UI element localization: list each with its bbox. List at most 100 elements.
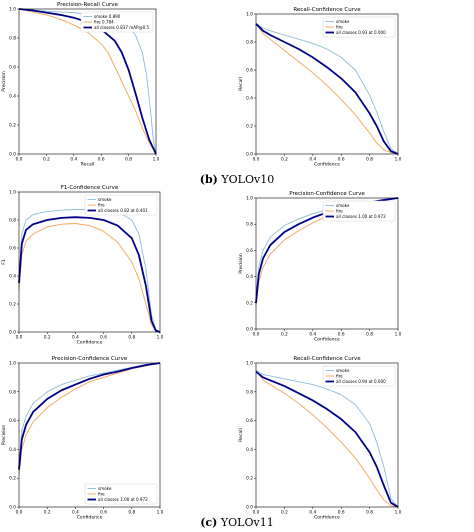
x-tick-label: 0.6 [338, 510, 345, 516]
legend-box [322, 200, 396, 222]
legend-label-fire: fire [336, 25, 343, 30]
legend-label-all: all classes 0.93 at 0.000 [336, 30, 386, 35]
x-tick-label: 0.0 [16, 510, 23, 516]
chart-title: Precision-Confidence Curve [52, 356, 128, 362]
y-tick-label: 0.8 [246, 222, 253, 228]
legend-label-smoke: smoke [98, 197, 112, 202]
x-tick-label: 0.0 [253, 332, 260, 338]
chart-panel-2: Recall-Confidence Curve 0.0 0.2 0.4 0.6 0.8 1.… [238, 7, 402, 168]
x-tick-label: 1.0 [157, 335, 164, 341]
plot-frame [18, 8, 157, 155]
x-axis-label: Recall [81, 162, 95, 168]
y-tick-label: 0.2 [246, 476, 253, 482]
y-tick-label: 0.0 [246, 505, 253, 511]
legend-label-all: all classes 1.00 at 0.972 [98, 497, 148, 502]
series-line-all [255, 370, 399, 508]
series-line-all [18, 8, 157, 155]
legend-box [84, 483, 158, 505]
legend-label-all: all classes 0.94 at 0.000 [336, 379, 386, 384]
legend-box [84, 194, 158, 216]
y-tick-label: 0.0 [246, 152, 253, 158]
y-tick-label: 1.0 [246, 12, 253, 18]
legend-label-all: all classes 0.837 mAP@0.5 [94, 25, 149, 30]
y-tick-label: 0.2 [9, 476, 16, 482]
x-tick-label: 0.4 [309, 510, 316, 516]
x-axis-label: Confidence [314, 162, 340, 168]
x-tick-label: 0.8 [366, 157, 373, 163]
legend-label-fire: fire [336, 374, 343, 379]
plot-frame [18, 191, 161, 333]
x-tick-label: 0.4 [309, 157, 316, 163]
x-tick-label: 0.8 [366, 510, 373, 516]
x-tick-label: 0.2 [281, 157, 288, 163]
y-tick-label: 0.4 [246, 447, 253, 453]
series-line-all [18, 362, 161, 470]
x-tick-label: 0.2 [281, 510, 288, 516]
x-tick-label: 0.2 [281, 332, 288, 338]
legend-label-smoke: smoke [98, 486, 112, 491]
series-line-fire [255, 23, 399, 155]
y-tick-label: 1.0 [246, 196, 253, 202]
x-tick-label: 0.6 [100, 335, 107, 341]
y-tick-label: 0.6 [9, 418, 16, 424]
x-tick-label: 0.4 [309, 332, 316, 338]
x-tick-label: 0.0 [253, 157, 260, 163]
legend-label-smoke: smoke [336, 203, 350, 208]
x-tick-label: 1.0 [395, 510, 402, 516]
y-tick-label: 0.6 [246, 68, 253, 74]
y-tick-label: 0.0 [9, 152, 16, 158]
chart-title: Recall-Confidence Curve [293, 356, 361, 362]
x-tick-label: 0.2 [43, 157, 50, 163]
legend-box [322, 365, 396, 387]
x-tick-label: 0.6 [100, 510, 107, 516]
legend-label-fire: fire [336, 209, 343, 214]
y-tick-label: 0.2 [9, 123, 16, 129]
x-tick-label: 0.0 [253, 510, 260, 516]
x-tick-label: 1.0 [395, 332, 402, 338]
chart-title: F1-Confidence Curve [61, 185, 119, 191]
x-tick-label: 0.4 [72, 510, 79, 516]
series-line-fire [255, 369, 399, 508]
y-axis-label: Recall [238, 428, 244, 442]
x-tick-label: 0.6 [338, 332, 345, 338]
chart-title: Precision-Recall Curve [57, 2, 119, 8]
legend-label-smoke: smoke 0.890 [94, 14, 121, 19]
caption-yolov10: (b) YOLOv10 [0, 173, 474, 186]
x-axis-label: Confidence [77, 340, 103, 346]
x-tick-label: 0.8 [128, 335, 135, 341]
chart-panel-1: Precision-Recall Curve 0.0 0.2 0.4 0.6 0.8 1.0… [1, 2, 160, 168]
legend-label-smoke: smoke [336, 368, 350, 373]
chart-title: Precision-Confidence Curve [289, 191, 365, 197]
y-tick-label: 0.2 [246, 124, 253, 130]
legend-label-all: all classes 0.82 at 0.401 [98, 208, 148, 213]
y-axis-label: Precision [1, 71, 7, 92]
chart-panel-3: F1-Confidence Curve 0.0 0.2 0.4 0.6 0.8 1.0 0.0… [1, 185, 164, 346]
y-tick-label: 1.0 [9, 7, 16, 13]
y-tick-label: 0.6 [9, 246, 16, 252]
y-tick-label: 0.6 [9, 65, 16, 71]
y-tick-label: 0.8 [246, 389, 253, 395]
series-line-fire [18, 362, 161, 476]
y-tick-label: 0.6 [246, 248, 253, 254]
series-line-fire [18, 223, 161, 333]
y-axis-label: Precision [238, 253, 244, 274]
x-axis-label: Confidence [314, 515, 340, 521]
plot-frame [255, 197, 399, 330]
chart-title: Recall-Confidence Curve [293, 7, 361, 13]
x-tick-label: 0.4 [72, 335, 79, 341]
series-line-smoke [18, 209, 161, 333]
x-tick-label: 0.2 [44, 335, 51, 341]
y-tick-label: 0.0 [246, 327, 253, 333]
x-tick-label: 0.2 [44, 510, 51, 516]
x-tick-label: 0.6 [98, 157, 105, 163]
legend-label-fire: fire 0.784 [94, 20, 114, 25]
y-tick-label: 0.4 [246, 274, 253, 280]
chart-panel-5: Precision-Confidence Curve 0.0 0.2 0.4 0.6 0.… [1, 356, 164, 521]
x-tick-label: 0.0 [16, 335, 23, 341]
x-axis-label: Confidence [314, 337, 340, 343]
